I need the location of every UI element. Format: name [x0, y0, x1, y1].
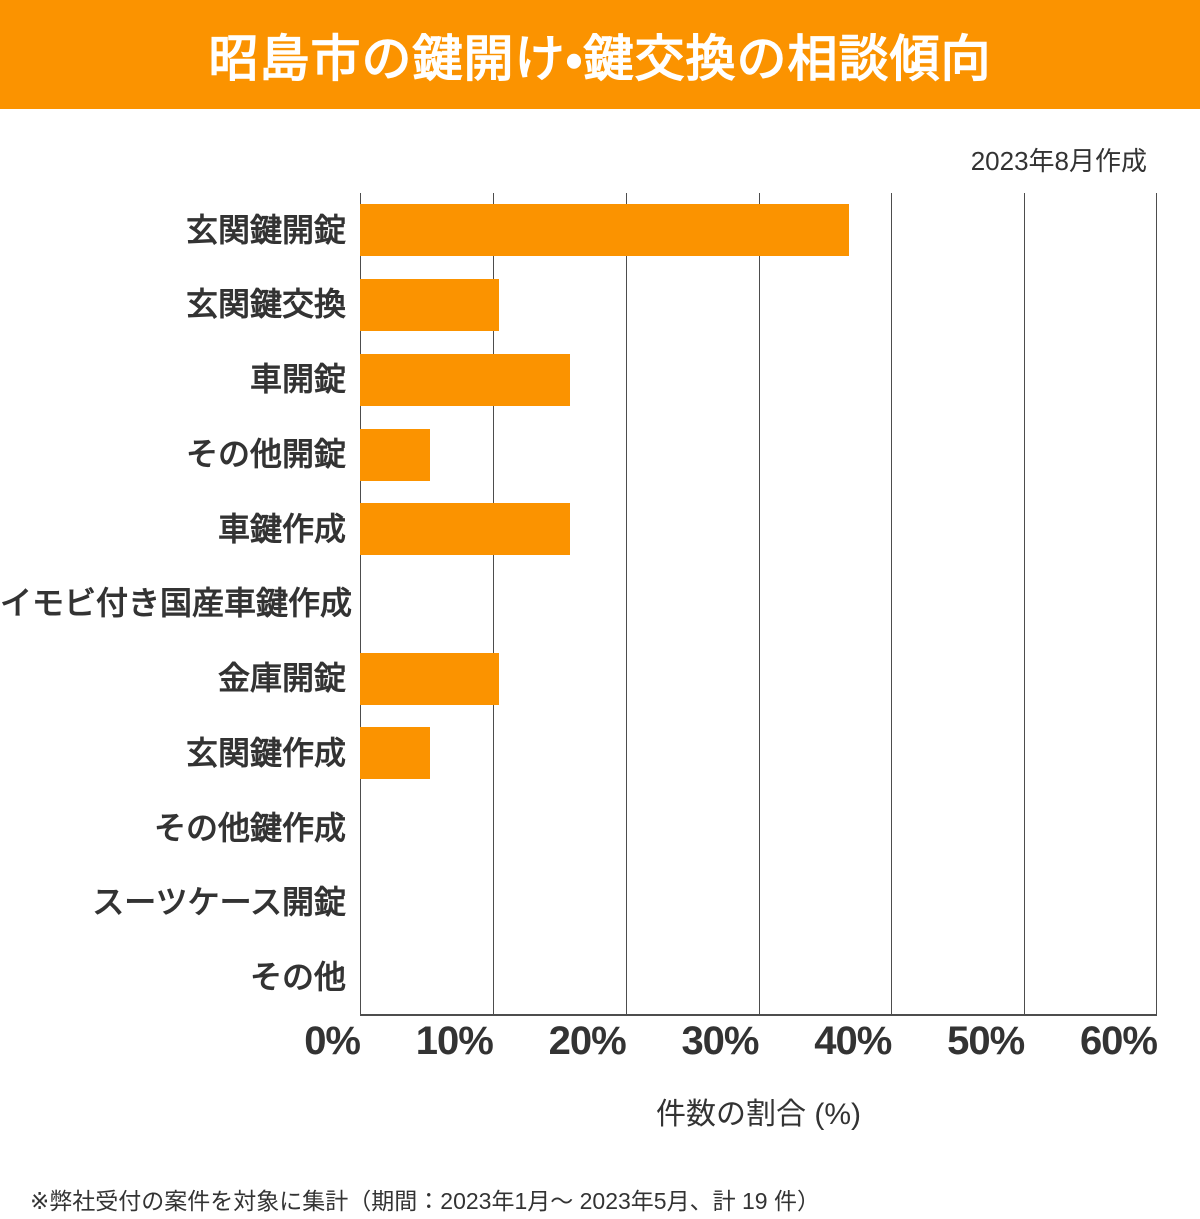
x-tick-label: 60% — [1079, 1019, 1158, 1063]
bar-track — [360, 342, 1157, 417]
header-banner: 昭島市の鍵開け・鍵交換の相談傾向 — [0, 0, 1200, 109]
gridlines — [360, 193, 1157, 1016]
bar-track — [360, 193, 1157, 268]
category-label: その他 — [249, 958, 346, 995]
bar-track — [360, 865, 1157, 940]
bar — [360, 428, 431, 481]
category-label: 玄関鍵作成 — [185, 734, 346, 771]
page-title: 昭島市の鍵開け・鍵交換の相談傾向 — [208, 30, 992, 87]
bar — [360, 279, 500, 332]
chart-row: 玄関鍵交換 — [0, 268, 1200, 343]
gridline — [1156, 193, 1157, 1015]
category-label: 玄関鍵開錠 — [185, 211, 346, 248]
chart-row: その他開錠 — [0, 417, 1200, 492]
bar — [360, 503, 570, 556]
gridline — [492, 193, 494, 1015]
chart-row: 車鍵作成 — [0, 492, 1200, 567]
x-tick-label: 10% — [415, 1019, 494, 1063]
bar-track — [360, 567, 1157, 642]
x-tick-label: 20% — [548, 1019, 627, 1063]
chart-row: スーツケース開錠 — [0, 865, 1200, 940]
chart-row: イモビ付き国産車鍵作成 — [0, 567, 1200, 642]
chart-row: 玄関鍵作成 — [0, 716, 1200, 791]
bar — [360, 204, 849, 257]
category-label: 金庫開錠 — [217, 660, 346, 697]
bar-track — [360, 791, 1157, 866]
chart-row: その他鍵作成 — [0, 791, 1200, 866]
category-label: 車開錠 — [249, 361, 346, 398]
bar-track — [360, 940, 1157, 1015]
category-label: スーツケース開錠 — [92, 884, 346, 921]
category-label: 車鍵作成 — [217, 510, 346, 547]
chart-row: 金庫開錠 — [0, 641, 1200, 716]
x-tick-label: 40% — [814, 1019, 892, 1063]
bar-track — [360, 417, 1157, 492]
chart-row: 車開錠 — [0, 342, 1200, 417]
bar — [360, 353, 570, 406]
category-label: その他開錠 — [185, 435, 346, 472]
category-label: イモビ付き国産車鍵作成 — [0, 585, 353, 622]
x-tick-label: 30% — [681, 1019, 759, 1063]
chart-rows: 玄関鍵開錠玄関鍵交換車開錠その他開錠車鍵作成イモビ付き国産車鍵作成金庫開錠玄関鍵… — [0, 193, 1200, 1015]
category-label: その他鍵作成 — [153, 809, 346, 846]
x-axis-ticks: 0% 10% 20% 30% 40% 50% 60% — [304, 1015, 1158, 1065]
gridline — [891, 193, 893, 1015]
category-label: 玄関鍵交換 — [185, 286, 346, 323]
bar-track — [360, 268, 1157, 343]
bar — [360, 727, 431, 780]
x-axis-line — [360, 1014, 1157, 1016]
bar — [360, 652, 500, 705]
creation-date: 2023年8月作成 — [970, 146, 1147, 176]
bar-track — [360, 716, 1157, 791]
bar-chart: 玄関鍵開錠玄関鍵交換車開錠その他開錠車鍵作成イモビ付き国産車鍵作成金庫開錠玄関鍵… — [0, 193, 1200, 1016]
gridline — [758, 193, 760, 1015]
bar-track — [360, 492, 1157, 567]
footnote: ※弊社受付の案件を対象に集計（期間：2023年1月～ 2023年5月、計 19 … — [30, 1188, 820, 1214]
chart-row: 玄関鍵開錠 — [0, 193, 1200, 268]
x-tick-label: 0% — [304, 1019, 361, 1063]
gridline — [1024, 193, 1026, 1015]
x-tick-label: 50% — [947, 1019, 1025, 1063]
x-axis-title: 件数の割合 (%) — [656, 1098, 861, 1131]
bar-track — [360, 641, 1157, 716]
chart-row: その他 — [0, 940, 1200, 1015]
gridline — [625, 193, 627, 1015]
gridline — [360, 193, 361, 1015]
